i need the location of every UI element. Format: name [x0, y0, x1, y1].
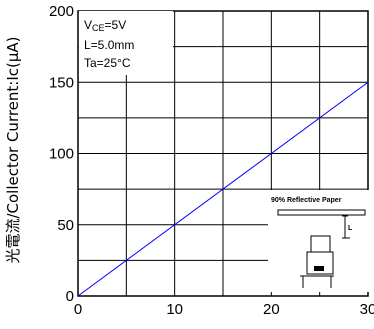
x-tick-label: 0: [74, 301, 82, 318]
plot-frame: [77, 10, 369, 297]
sensor-window-icon: [314, 266, 324, 271]
x-tick-label: 20: [263, 301, 280, 318]
condition-distance: L=5.0mm: [84, 38, 134, 52]
y-tick-label: 0: [66, 288, 74, 305]
x-tick-label: 30: [360, 301, 374, 318]
plot-border: [77, 10, 369, 297]
distance-marker-l: L: [348, 225, 353, 232]
series-line: [77, 81, 369, 297]
conditions-box: [79, 11, 173, 75]
y-tick-label: 100: [49, 146, 74, 163]
condition-temperature: Ta=25°C: [84, 56, 131, 70]
measurement-inset: 90% Reflective Paper L: [268, 190, 369, 292]
sensor-head-icon: [310, 235, 331, 253]
x-tick-label: 10: [166, 301, 183, 318]
y-axis-label: 光電流/Collector Current:Ic(μA): [4, 36, 22, 263]
y-tick-label: 150: [49, 74, 74, 91]
condition-vce: VCE=5V: [84, 18, 126, 33]
reflective-paper: [277, 209, 366, 216]
y-tick-label: 50: [57, 217, 74, 234]
y-tick-label: 200: [49, 3, 74, 20]
series-layer: [77, 81, 369, 297]
tick-labels: 0 10 20 30 0 50 100 150 200: [49, 3, 374, 318]
inset-label: 90% Reflective Paper: [271, 197, 342, 204]
